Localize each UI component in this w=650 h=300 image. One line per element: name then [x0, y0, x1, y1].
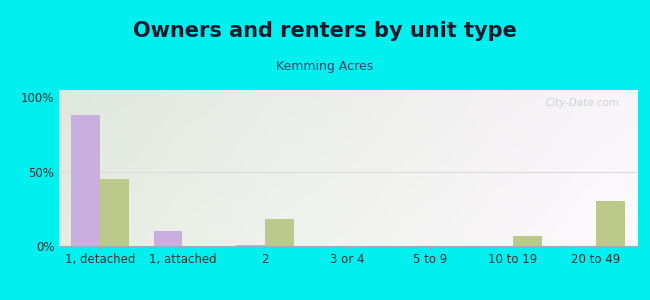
Text: Kemming Acres: Kemming Acres [276, 60, 374, 73]
Text: Owners and renters by unit type: Owners and renters by unit type [133, 21, 517, 41]
Bar [153, 231, 183, 246]
Bar [513, 236, 542, 246]
Text: City-Data.com: City-Data.com [545, 98, 619, 108]
Bar [595, 201, 625, 246]
Bar [265, 219, 294, 246]
Bar [100, 179, 129, 246]
Bar [236, 244, 265, 246]
Bar [71, 115, 100, 246]
